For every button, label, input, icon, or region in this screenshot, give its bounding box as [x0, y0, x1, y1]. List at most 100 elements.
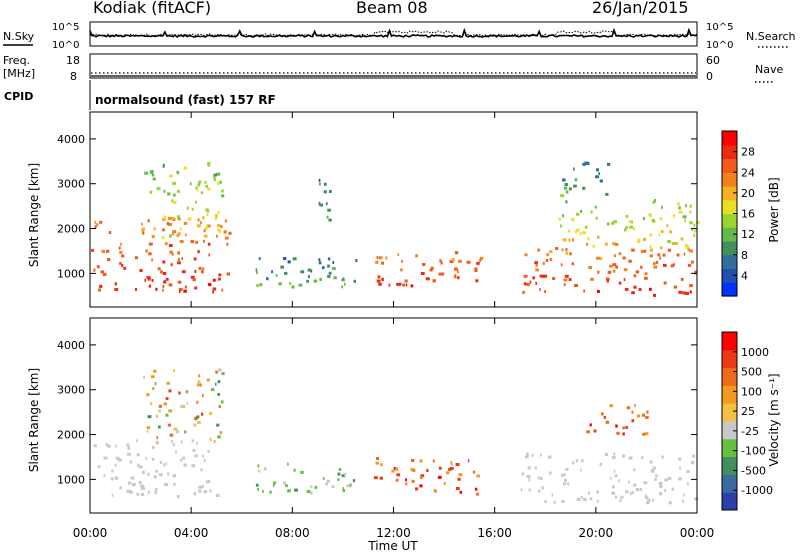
echo-cell — [400, 268, 403, 272]
echo-cell — [596, 168, 599, 172]
echo-cell — [154, 382, 157, 386]
echo-cell — [440, 261, 443, 265]
echo-cell — [263, 467, 267, 471]
echo-cell — [562, 238, 567, 242]
echo-cell — [102, 273, 107, 276]
echo-cell — [684, 244, 689, 248]
echo-cell — [678, 457, 682, 461]
echo-cell — [454, 267, 458, 271]
echo-cell — [201, 270, 204, 274]
echo-cell — [306, 279, 309, 283]
echo-cell — [456, 487, 460, 490]
echo-cell — [652, 466, 656, 470]
colorbar-swatch — [722, 332, 737, 351]
echo-cell — [136, 453, 140, 457]
echo-cell — [552, 277, 556, 280]
echo-cell — [167, 423, 171, 427]
xtick-label: 00:00 — [680, 526, 715, 540]
freq-panel — [89, 53, 698, 79]
colorbar-tick-label: 12 — [741, 228, 755, 241]
echo-cell — [581, 459, 584, 463]
echo-cell — [667, 240, 671, 243]
ytick-label: 2000 — [57, 429, 85, 442]
echo-cell — [396, 282, 398, 286]
echo-cell — [147, 219, 150, 223]
echo-cell — [130, 476, 135, 480]
echo-cell — [628, 259, 632, 263]
echo-cell — [664, 488, 667, 492]
echo-cell — [183, 463, 187, 467]
echo-cell — [323, 182, 327, 186]
echo-cell — [671, 487, 674, 491]
echo-cell — [151, 279, 154, 282]
colorbar-tick-label: -100 — [741, 445, 766, 458]
echo-cell — [373, 476, 378, 480]
echo-cell — [314, 485, 318, 489]
echo-cell — [332, 267, 336, 270]
echo-cell — [134, 287, 138, 291]
echo-cell — [146, 276, 151, 280]
echo-cell — [349, 483, 352, 487]
echo-cell — [563, 278, 568, 282]
echo-cell — [94, 225, 97, 229]
echo-cell — [596, 256, 600, 260]
echo-cell — [441, 272, 445, 276]
echo-cell — [183, 404, 186, 408]
echo-cell — [405, 482, 408, 486]
echo-cell — [205, 480, 210, 484]
echo-cell — [153, 369, 157, 373]
colorbar-swatch — [722, 403, 737, 422]
echo-cell — [190, 275, 195, 279]
echo-cell — [207, 449, 210, 453]
echo-cell — [625, 426, 628, 429]
echo-cell — [111, 477, 114, 481]
echo-cell — [259, 283, 263, 287]
colorbar-swatch — [722, 385, 737, 404]
freq-tick-bottom: 8 — [70, 70, 77, 83]
echo-cell — [165, 413, 169, 417]
echo-cell — [168, 409, 173, 413]
echo-cell — [613, 452, 616, 456]
echo-cell — [151, 457, 155, 461]
echo-cell — [658, 233, 661, 237]
echo-cell — [575, 230, 577, 234]
echo-cell — [576, 228, 580, 232]
echo-cell — [381, 261, 384, 265]
echo-cell — [337, 472, 341, 476]
echo-cell — [604, 453, 609, 456]
echo-cell — [180, 458, 183, 462]
echo-cell — [323, 190, 327, 194]
echo-cell — [99, 284, 103, 288]
echo-cell — [573, 184, 577, 188]
echo-cell — [595, 216, 598, 220]
echo-cell — [148, 252, 152, 256]
echo-cell — [645, 501, 650, 505]
echo-cell — [633, 483, 637, 487]
echo-cell — [639, 488, 643, 491]
echo-cell — [455, 463, 460, 466]
echo-cell — [375, 260, 379, 264]
nave-tick-top: 60 — [706, 54, 720, 67]
echo-cell — [689, 249, 693, 253]
echo-cell — [606, 277, 610, 281]
beam-title: Beam 08 — [356, 0, 428, 17]
echo-cell — [649, 233, 652, 237]
echo-cell — [326, 479, 331, 483]
echo-cell — [626, 406, 631, 410]
echo-cell — [156, 436, 159, 440]
echo-cell — [643, 249, 647, 253]
echo-cell — [318, 201, 321, 205]
echo-cell — [544, 500, 547, 504]
echo-cell — [543, 274, 548, 278]
echo-cell — [197, 224, 201, 228]
echo-cell — [293, 468, 296, 472]
echo-cell — [204, 180, 207, 184]
colorbar-swatch — [722, 172, 737, 187]
echo-cell — [672, 263, 675, 267]
echo-cell — [564, 186, 568, 190]
echo-cell — [404, 279, 408, 283]
echo-cell — [571, 262, 574, 266]
echo-cell — [564, 274, 569, 278]
echo-cell — [148, 284, 152, 288]
echo-cell — [391, 469, 395, 473]
